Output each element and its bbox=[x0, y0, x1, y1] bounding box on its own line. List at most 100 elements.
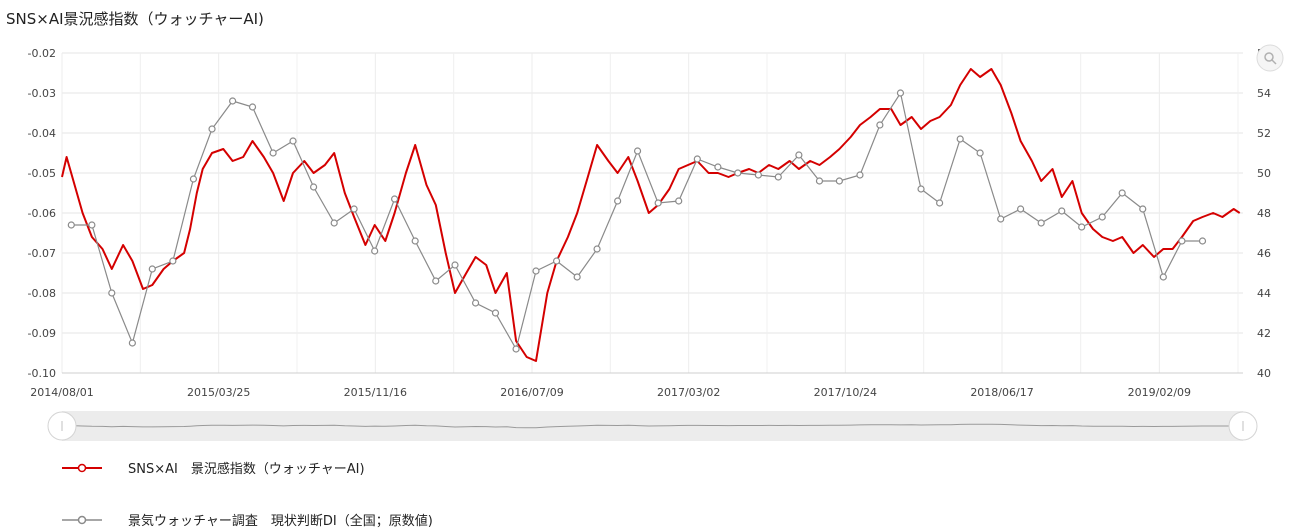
data-point-watcher-di[interactable] bbox=[108, 289, 116, 297]
y-left-tick-label: -0.09 bbox=[28, 327, 56, 340]
data-point-watcher-di[interactable] bbox=[997, 215, 1005, 223]
data-point-watcher-di[interactable] bbox=[936, 199, 944, 207]
data-point-watcher-di[interactable] bbox=[189, 175, 198, 183]
data-point-watcher-di[interactable] bbox=[734, 169, 742, 177]
data-point-watcher-di[interactable] bbox=[512, 345, 520, 353]
data-point-watcher-di[interactable] bbox=[269, 149, 277, 157]
data-point-watcher-di[interactable] bbox=[552, 257, 561, 265]
data-point-watcher-di[interactable] bbox=[1139, 205, 1147, 213]
y-right-tick-label: 42 bbox=[1257, 327, 1271, 340]
y-right-tick-label: 48 bbox=[1257, 207, 1271, 220]
data-point-watcher-di[interactable] bbox=[774, 173, 782, 181]
data-point-watcher-di[interactable] bbox=[917, 185, 925, 193]
legend-label-sns-ai: SNS×AI 景況感指数（ウォッチャーAI) bbox=[128, 462, 365, 477]
data-point-watcher-di[interactable] bbox=[289, 137, 297, 145]
right-axis: 565452504846444240 bbox=[1257, 47, 1271, 380]
data-point-watcher-di[interactable] bbox=[1118, 189, 1126, 197]
x-tick-label: 2016/07/09 bbox=[500, 386, 563, 399]
x-tick-label: 2015/11/16 bbox=[344, 386, 407, 399]
data-point-watcher-di[interactable] bbox=[856, 171, 864, 179]
y-left-tick-label: -0.03 bbox=[28, 87, 56, 100]
data-point-watcher-di[interactable] bbox=[248, 103, 257, 111]
data-point-watcher-di[interactable] bbox=[1037, 219, 1045, 227]
range-navigator[interactable] bbox=[47, 411, 1258, 441]
data-point-watcher-di[interactable] bbox=[835, 177, 843, 185]
data-point-watcher-di[interactable] bbox=[432, 277, 440, 285]
y-right-tick-label: 44 bbox=[1257, 287, 1271, 300]
grid-layer bbox=[61, 52, 1243, 374]
data-point-watcher-di[interactable] bbox=[310, 183, 318, 191]
y-left-tick-label: -0.06 bbox=[28, 207, 56, 220]
data-point-watcher-di[interactable] bbox=[169, 257, 177, 265]
data-point-watcher-di[interactable] bbox=[1058, 207, 1066, 215]
x-tick-label: 2018/06/17 bbox=[970, 386, 1033, 399]
data-point-watcher-di[interactable] bbox=[471, 299, 480, 307]
x-tick-label: 2017/03/02 bbox=[657, 386, 720, 399]
data-point-watcher-di[interactable] bbox=[1198, 237, 1207, 245]
legend-item-watcher-di[interactable]: 景気ウォッチャー調査 現状判断DI（全国；原数値) bbox=[62, 510, 433, 529]
y-right-tick-label: 40 bbox=[1257, 367, 1271, 380]
data-point-watcher-di[interactable] bbox=[675, 197, 683, 205]
data-point-watcher-di[interactable] bbox=[896, 89, 905, 97]
navigator-handle-right[interactable] bbox=[1228, 411, 1258, 441]
navigator-preview-line bbox=[61, 423, 1240, 429]
series-layer bbox=[61, 68, 1241, 362]
data-point-watcher-di[interactable] bbox=[88, 221, 96, 229]
data-point-watcher-di[interactable] bbox=[1017, 205, 1025, 213]
data-point-watcher-di[interactable] bbox=[491, 309, 500, 317]
magnifier-icon bbox=[1264, 52, 1274, 62]
zoom-reset-button[interactable] bbox=[1256, 44, 1284, 72]
y-left-tick-label: -0.04 bbox=[28, 127, 56, 140]
data-point-watcher-di[interactable] bbox=[754, 171, 762, 179]
y-left-tick-label: -0.05 bbox=[28, 167, 56, 180]
x-tick-label: 2015/03/25 bbox=[187, 386, 250, 399]
data-point-watcher-di[interactable] bbox=[390, 195, 399, 203]
data-point-watcher-di[interactable] bbox=[693, 155, 701, 163]
data-point-watcher-di[interactable] bbox=[1078, 223, 1086, 231]
data-point-watcher-di[interactable] bbox=[451, 261, 459, 269]
data-point-watcher-di[interactable] bbox=[330, 219, 338, 227]
data-point-watcher-di[interactable] bbox=[148, 265, 156, 273]
x-tick-label: 2017/10/24 bbox=[814, 386, 877, 399]
data-point-watcher-di[interactable] bbox=[208, 125, 216, 133]
data-point-watcher-di[interactable] bbox=[411, 237, 419, 245]
data-point-watcher-di[interactable] bbox=[1178, 237, 1186, 245]
data-point-watcher-di[interactable] bbox=[633, 147, 642, 155]
data-point-watcher-di[interactable] bbox=[795, 151, 803, 159]
legend-label-watcher-di: 景気ウォッチャー調査 現状判断DI（全国；原数値) bbox=[128, 514, 433, 529]
y-left-tick-label: -0.02 bbox=[28, 47, 56, 60]
data-point-watcher-di[interactable] bbox=[1159, 273, 1167, 281]
series-line-watcher-di[interactable] bbox=[71, 91, 1203, 351]
legend-line-gray-icon bbox=[62, 515, 102, 524]
y-right-tick-label: 54 bbox=[1257, 87, 1271, 100]
y-left-tick-label: -0.07 bbox=[28, 247, 56, 260]
legend-item-sns-ai[interactable]: SNS×AI 景況感指数（ウォッチャーAI) bbox=[62, 458, 365, 477]
y-right-tick-label: 50 bbox=[1257, 167, 1271, 180]
data-point-watcher-di[interactable] bbox=[654, 199, 662, 207]
x-tick-label: 2014/08/01 bbox=[30, 386, 93, 399]
data-point-watcher-di[interactable] bbox=[67, 221, 75, 229]
data-point-watcher-di[interactable] bbox=[128, 339, 136, 347]
data-point-watcher-di[interactable] bbox=[593, 245, 601, 253]
data-point-watcher-di[interactable] bbox=[876, 121, 884, 129]
left-axis: -0.02 -0.03 -0.04 -0.05 -0.06 -0.07 -0.08 -0.09… bbox=[28, 47, 56, 380]
data-point-watcher-di[interactable] bbox=[976, 149, 984, 157]
data-point-watcher-di[interactable] bbox=[229, 97, 237, 105]
data-point-watcher-di[interactable] bbox=[815, 177, 824, 185]
chart-title: SNS×AI景況感指数（ウォッチャーAI) bbox=[6, 10, 264, 28]
data-point-watcher-di[interactable] bbox=[714, 163, 722, 171]
data-point-watcher-di[interactable] bbox=[532, 267, 540, 275]
data-point-watcher-di[interactable] bbox=[1098, 213, 1106, 221]
y-right-tick-label: 46 bbox=[1257, 247, 1271, 260]
data-point-watcher-di[interactable] bbox=[371, 247, 379, 255]
legend-line-red-icon bbox=[62, 463, 102, 472]
data-point-watcher-di[interactable] bbox=[350, 205, 358, 213]
data-point-watcher-di[interactable] bbox=[956, 135, 964, 143]
y-right-tick-label: 52 bbox=[1257, 127, 1271, 140]
y-left-tick-label: -0.10 bbox=[28, 367, 56, 380]
navigator-handle-left[interactable] bbox=[47, 411, 77, 441]
data-point-watcher-di[interactable] bbox=[573, 273, 581, 281]
x-axis: 2014/08/01 2015/03/25 2015/11/16 2016/07/09… bbox=[30, 386, 1191, 399]
data-point-watcher-di[interactable] bbox=[614, 197, 622, 205]
series-line-sns-ai[interactable] bbox=[61, 68, 1241, 362]
